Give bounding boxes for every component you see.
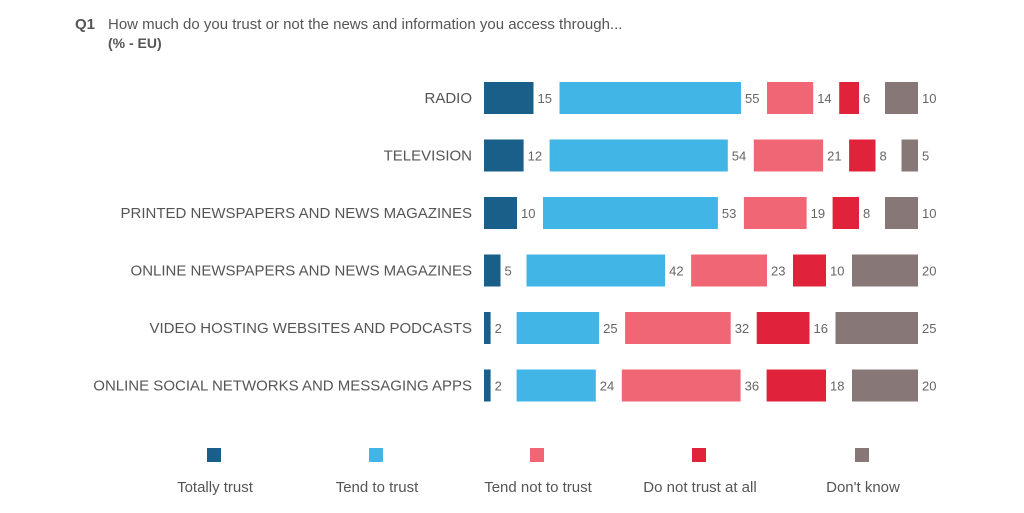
value-label-do-not-trust-at-all-radio: 6 [863,91,870,106]
value-label-tend-not-to-trust-online-social-networks-and-messaging-apps: 36 [745,379,759,394]
legend-swatch-don-t-know [855,448,869,462]
value-label-totally-trust-television: 12 [528,149,542,164]
value-label-tend-to-trust-printed-newspapers-and-news-magazines: 53 [722,206,736,221]
question-number: Q1 [75,16,96,33]
legend-label-do-not-trust-at-all: Do not trust at all [643,479,756,496]
bar-do-not-trust-at-all-online-newspapers-and-news-magazines [793,254,826,287]
legend-label-don-t-know: Don't know [826,479,900,496]
value-label-totally-trust-online-newspapers-and-news-magazines: 5 [505,264,512,279]
bar-don-t-know-online-newspapers-and-news-magazines [852,254,918,287]
bar-don-t-know-printed-newspapers-and-news-magazines [885,197,918,229]
bar-tend-not-to-trust-television [753,139,824,172]
bar-tend-not-to-trust-video-hosting-websites-and-podcasts [625,312,731,344]
bar-tend-to-trust-television [549,139,728,172]
bar-totally-trust-online-social-networks-and-messaging-apps [484,369,491,402]
value-label-don-t-know-radio: 10 [922,91,936,106]
bar-totally-trust-radio [484,82,534,114]
category-label-online-newspapers-and-news-magazines: ONLINE NEWSPAPERS AND NEWS MAGAZINES [131,263,472,280]
bar-don-t-know-radio [885,82,918,114]
value-label-tend-to-trust-video-hosting-websites-and-podcasts: 25 [603,321,617,336]
legend-label-tend-not-to-trust: Tend not to trust [484,479,592,496]
value-label-tend-to-trust-online-newspapers-and-news-magazines: 42 [669,264,683,279]
legend-label-totally-trust: Totally trust [177,479,254,496]
value-label-tend-not-to-trust-online-newspapers-and-news-magazines: 23 [771,264,785,279]
legend-swatch-tend-not-to-trust [530,448,544,462]
value-label-do-not-trust-at-all-printed-newspapers-and-news-magazines: 8 [863,206,870,221]
bar-tend-to-trust-printed-newspapers-and-news-magazines [543,197,718,229]
value-label-do-not-trust-at-all-television: 8 [880,149,887,164]
bar-tend-not-to-trust-printed-newspapers-and-news-magazines [743,197,807,229]
value-label-totally-trust-radio: 15 [538,91,552,106]
bar-don-t-know-video-hosting-websites-and-podcasts [835,312,918,344]
value-label-tend-not-to-trust-radio: 14 [817,91,831,106]
chart-title: How much do you trust or not the news an… [108,16,623,33]
value-label-tend-to-trust-online-social-networks-and-messaging-apps: 24 [600,379,614,394]
value-label-tend-not-to-trust-printed-newspapers-and-news-magazines: 19 [811,206,825,221]
bar-tend-not-to-trust-radio [767,82,814,114]
value-label-don-t-know-online-newspapers-and-news-magazines: 20 [922,264,936,279]
bar-totally-trust-video-hosting-websites-and-podcasts [484,312,491,344]
bar-do-not-trust-at-all-radio [839,82,859,114]
category-label-television: TELEVISION [384,148,472,165]
value-label-tend-not-to-trust-video-hosting-websites-and-podcasts: 32 [735,321,749,336]
bar-do-not-trust-at-all-printed-newspapers-and-news-magazines [832,197,859,229]
value-label-don-t-know-online-social-networks-and-messaging-apps: 20 [922,379,936,394]
bar-tend-to-trust-online-social-networks-and-messaging-apps [516,369,596,402]
value-label-don-t-know-video-hosting-websites-and-podcasts: 25 [922,321,936,336]
value-label-do-not-trust-at-all-online-social-networks-and-messaging-apps: 18 [830,379,844,394]
bar-totally-trust-online-newspapers-and-news-magazines [484,254,501,287]
bar-do-not-trust-at-all-television [849,139,876,172]
bar-don-t-know-online-social-networks-and-messaging-apps [852,369,918,402]
bar-don-t-know-television [901,139,918,172]
category-label-video-hosting-websites-and-podcasts: VIDEO HOSTING WEBSITES AND PODCASTS [149,320,472,337]
value-label-don-t-know-printed-newspapers-and-news-magazines: 10 [922,206,936,221]
category-label-radio: RADIO [424,90,472,107]
value-label-totally-trust-online-social-networks-and-messaging-apps: 2 [495,379,502,394]
bar-tend-not-to-trust-online-social-networks-and-messaging-apps [621,369,741,402]
bar-tend-to-trust-video-hosting-websites-and-podcasts [516,312,600,344]
value-label-tend-to-trust-radio: 55 [745,91,759,106]
value-label-don-t-know-television: 5 [922,149,929,164]
legend-swatch-do-not-trust-at-all [692,448,706,462]
value-label-totally-trust-video-hosting-websites-and-podcasts: 2 [495,321,502,336]
bar-tend-to-trust-online-newspapers-and-news-magazines [526,254,666,287]
legend-label-tend-to-trust: Tend to trust [336,479,419,496]
value-label-tend-to-trust-television: 54 [732,149,746,164]
bar-totally-trust-television [484,139,524,172]
bar-tend-to-trust-radio [559,82,741,114]
bar-tend-not-to-trust-online-newspapers-and-news-magazines [691,254,767,287]
value-label-tend-not-to-trust-television: 21 [827,149,841,164]
legend-swatch-tend-to-trust [369,448,383,462]
category-label-online-social-networks-and-messaging-apps: ONLINE SOCIAL NETWORKS AND MESSAGING APP… [93,378,472,395]
category-label-printed-newspapers-and-news-magazines: PRINTED NEWSPAPERS AND NEWS MAGAZINES [121,205,472,222]
value-label-do-not-trust-at-all-online-newspapers-and-news-magazines: 10 [830,264,844,279]
value-label-totally-trust-printed-newspapers-and-news-magazines: 10 [521,206,535,221]
chart-subtitle: (% - EU) [108,35,162,51]
legend-swatch-totally-trust [207,448,221,462]
bar-do-not-trust-at-all-video-hosting-websites-and-podcasts [756,312,810,344]
value-label-do-not-trust-at-all-video-hosting-websites-and-podcasts: 16 [814,321,828,336]
bar-do-not-trust-at-all-online-social-networks-and-messaging-apps [766,369,826,402]
bar-totally-trust-printed-newspapers-and-news-magazines [484,197,517,229]
